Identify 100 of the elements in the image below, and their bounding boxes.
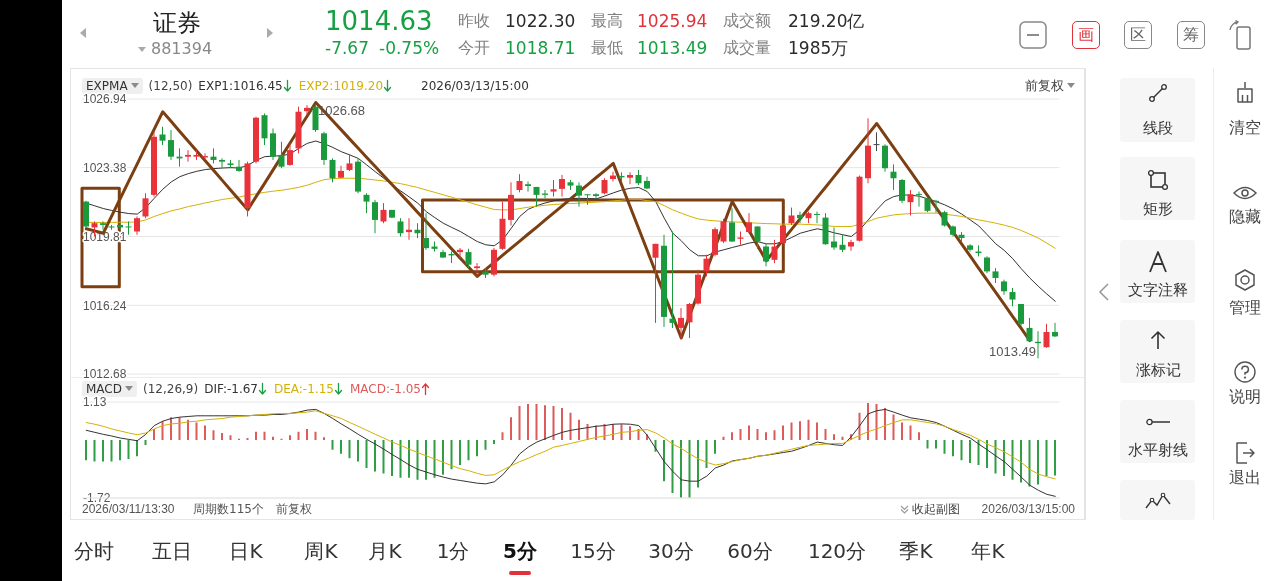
bar [127,440,130,459]
candlestick [763,242,769,267]
text: -0.75% [379,37,440,58]
text: 清空 [1229,118,1261,138]
candlestick [1026,317,1033,343]
bar [187,419,189,441]
text: 30分 [648,539,694,563]
bar [748,425,750,441]
candlestick [287,142,293,167]
candlestick [686,302,693,339]
text: MACD [86,381,122,396]
bar [680,440,682,498]
bar [969,440,971,463]
candlestick [669,230,676,329]
candlestick [771,239,778,264]
candlestick [890,163,897,191]
candlestick [1009,287,1016,307]
bar [739,428,742,441]
bar [807,419,810,441]
text: -7.67 [325,37,369,58]
text: 1013.49 [637,37,708,58]
bar [195,422,198,441]
text: 成交额 [723,11,771,31]
text: 2026/03/11/13:30 [82,501,175,516]
text: MACD:-1.05 [349,381,421,396]
candlestick [652,243,659,324]
bar [263,431,266,441]
bar [918,432,920,441]
bar [442,440,444,475]
text: 219.20亿 [788,10,865,31]
candlestick [516,173,523,193]
candlestick [236,159,242,173]
text: 日K [229,539,263,563]
bar [544,405,546,441]
y-tick-label: 1026.94 [83,92,127,107]
candlestick [907,189,914,216]
bar [357,440,359,462]
text: 1985万 [788,37,849,58]
text: 60分 [727,539,773,563]
candlestick [219,157,225,169]
bar [1045,440,1048,477]
bar [892,414,895,441]
line-series [85,410,1056,480]
bar [246,438,249,441]
bar [306,428,308,441]
text: 分时 [74,539,114,563]
bar [994,440,997,474]
candlestick [125,220,132,236]
candlestick [703,254,710,277]
candlestick [593,192,599,199]
bar [229,435,232,441]
candlestick [576,181,582,208]
text: 五日 [152,539,192,563]
text: 15分 [570,539,616,563]
bar [212,430,215,441]
text: 120分 [807,539,867,563]
bar [714,440,716,454]
bar [637,428,640,441]
bar [765,432,767,441]
bar [510,417,512,441]
bar [425,440,427,480]
bar [943,440,946,454]
bar [790,422,793,441]
bar [518,406,521,441]
text: 周K [304,539,338,563]
candlestick [261,112,268,146]
candlestick [159,126,166,146]
bar [382,440,385,474]
bar [773,430,776,441]
bar [1011,440,1014,480]
series-label: DEA:-1.15 [274,381,334,396]
bar [314,431,317,441]
text: 矩形 [1143,200,1173,218]
text: 2026/03/13/15:00 [421,78,529,93]
bar [136,440,138,457]
bar [144,440,147,446]
candlestick [312,103,319,133]
candlestick [1018,303,1024,327]
text: 1分 [436,539,470,563]
text: 成交量 [723,38,771,58]
bar [799,421,801,441]
bar [671,440,674,493]
text: 文字注释 [1128,281,1188,299]
candlestick [168,129,174,161]
candlestick [737,230,744,246]
candlestick [1043,323,1050,349]
bar [365,440,368,469]
bar [93,440,96,462]
candlestick [474,262,480,277]
bar [909,425,912,441]
y-tick-label: 1016.24 [83,298,127,313]
text: 年K [971,539,1005,563]
bar [535,404,538,441]
text: 说明 [1229,387,1261,407]
text: 管理 [1229,298,1261,318]
candlestick [142,192,149,219]
bar [102,440,104,462]
text: 季K [899,539,933,563]
candlestick [627,171,633,185]
bar [833,434,835,441]
